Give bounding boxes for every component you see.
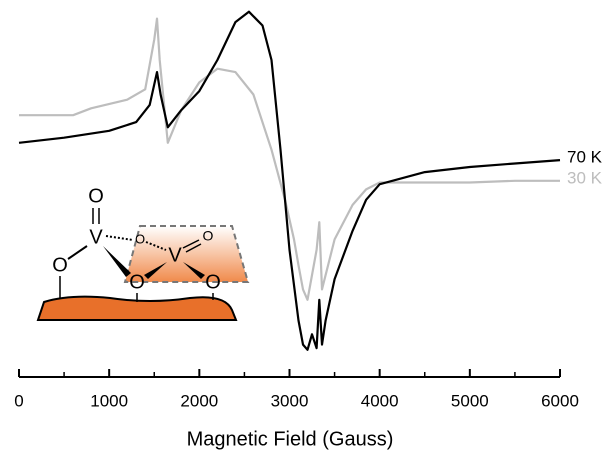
inset: O V O O V O O O: [36, 185, 250, 321]
series-label: 30 K: [567, 168, 603, 187]
atom-label: V: [168, 244, 182, 266]
wedge-bond: [103, 246, 131, 277]
wedge-bond: [183, 262, 205, 279]
atom-label: O: [205, 271, 221, 293]
bond: [145, 241, 167, 251]
bond: [182, 239, 200, 249]
x-tick-label: 5000: [451, 391, 489, 410]
series-label: 70 K: [567, 148, 603, 167]
x-tick-label: 4000: [361, 391, 399, 410]
atom-label: O: [52, 254, 68, 276]
x-tick-label: 6000: [541, 391, 579, 410]
surface: [36, 295, 238, 321]
x-tick-label: 0: [14, 391, 23, 410]
series-line: [18, 10, 561, 351]
bond: [67, 245, 88, 260]
x-tick-label: 3000: [271, 391, 309, 410]
bond: [105, 235, 134, 241]
dashed-box: [123, 225, 250, 283]
wedge-bond: [144, 262, 167, 279]
atom-label: O: [129, 271, 145, 293]
x-tick-label: 2000: [180, 391, 218, 410]
bond: [185, 243, 202, 253]
series-line: [19, 17, 560, 301]
x-axis-title: Magnetic Field (Gauss): [187, 428, 394, 450]
atom-label: V: [89, 226, 103, 248]
atom-label: O: [135, 231, 145, 246]
atom-label: O: [88, 185, 104, 207]
atom-label: O: [203, 228, 214, 244]
x-tick-label: 1000: [90, 391, 128, 410]
